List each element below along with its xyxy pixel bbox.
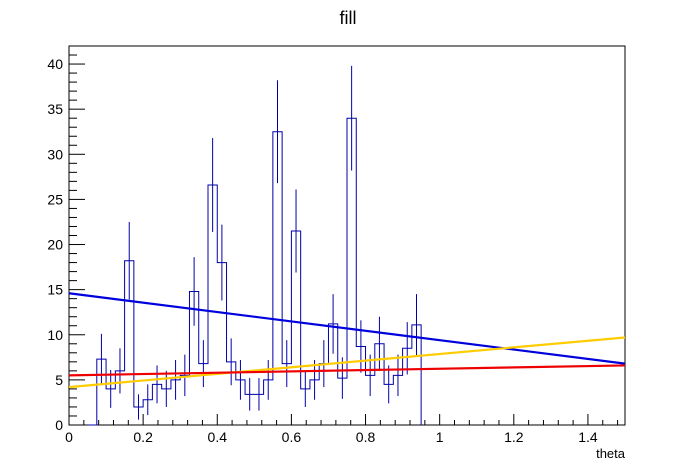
x-tick-label: 1.2 [504, 429, 524, 445]
x-axis-title: theta [596, 446, 626, 461]
histogram-outline [87, 117, 422, 426]
x-tick-label: 0.4 [208, 429, 228, 445]
y-tick-label: 40 [47, 56, 63, 72]
fit-line [68, 292, 626, 365]
x-tick-label: 0 [65, 429, 73, 445]
error-bars [100, 65, 417, 420]
y-tick-label: 5 [55, 372, 63, 388]
x-tick-label: 0.8 [356, 429, 376, 445]
y-tick-label: 20 [47, 237, 63, 253]
axes: 0 0.2 0.4 0.6 0.8 1 1.2 1.4 0 5 10 15 20 25 30 35 40 [47, 45, 619, 445]
histogram [87, 117, 422, 426]
chart-title: fill [340, 8, 357, 28]
fit-lines [68, 292, 626, 389]
y-tick-label: 0 [55, 417, 63, 433]
fit-line [68, 336, 626, 389]
x-tick-label: 0.2 [133, 429, 153, 445]
x-tick-label: 1 [436, 429, 444, 445]
x-tick-label: 1.4 [578, 429, 598, 445]
y-tick-label: 30 [47, 146, 63, 162]
y-tick-label: 10 [47, 327, 63, 343]
y-tick-label: 35 [47, 101, 63, 117]
y-tick-label: 15 [47, 282, 63, 298]
x-tick-label: 0.6 [282, 429, 302, 445]
y-tick-label: 25 [47, 191, 63, 207]
fit-line [68, 364, 626, 377]
